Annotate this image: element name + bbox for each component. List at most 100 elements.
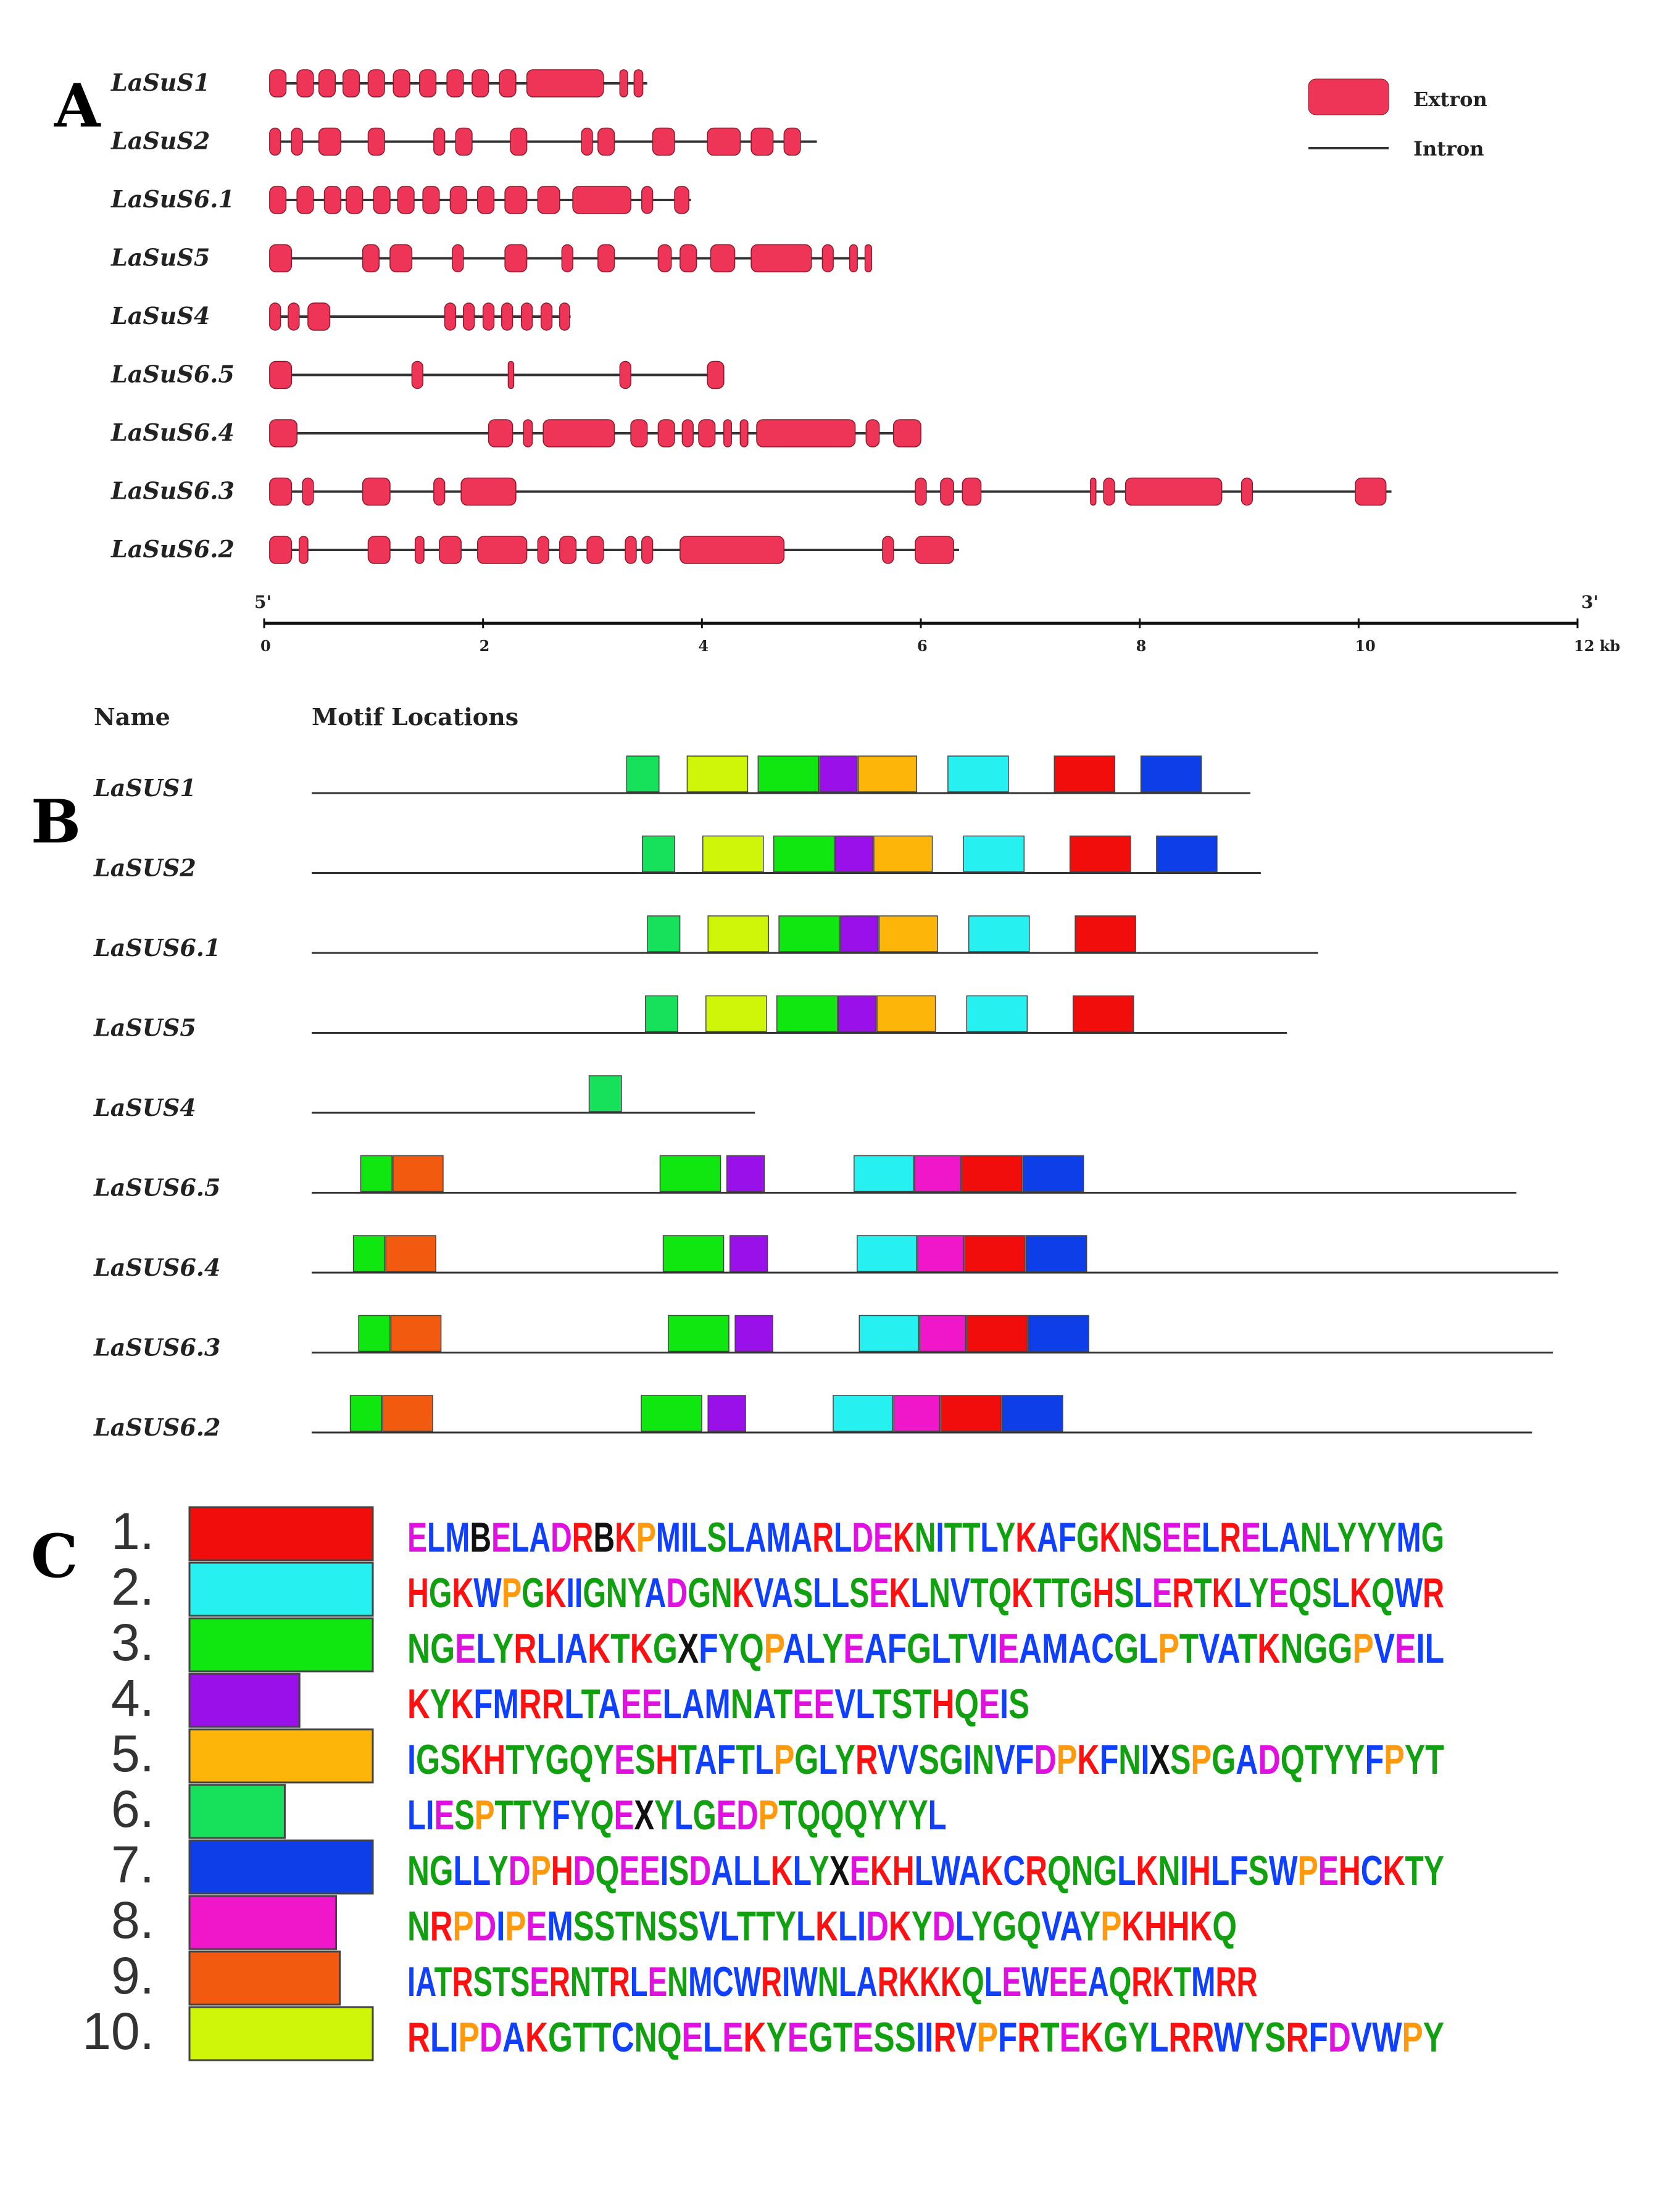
motif-logo-sequence: KYKFMRRLTAEELAMNATEEVLTSTHQEIS [407, 1681, 1029, 1728]
exon-block [499, 69, 517, 98]
protein-name: LaSUS5 [93, 1014, 196, 1042]
exon-block [849, 244, 858, 273]
motif-box-8 [914, 1155, 961, 1192]
motif-name-header: Name [94, 703, 170, 731]
exon-block [1241, 477, 1253, 506]
exon-block [296, 69, 314, 98]
exon-block [510, 127, 528, 156]
axis-3prime: 3' [1581, 592, 1598, 612]
gene-name: LaSuS6.2 [110, 535, 235, 563]
exon-block [269, 302, 281, 331]
motif-logo-sequence: RLIPDAKGTTCNQELEKYEGTESSIIRVPFRTEKGYLRRW… [407, 2014, 1444, 2061]
exon-block [477, 186, 495, 214]
motif-box-5 [878, 915, 938, 952]
motif-legend-row: 7. NGLLYDPHDQEEISDALLKLYXEKHLWAKCRQNGLKNI… [111, 1836, 1444, 1895]
exon-block [641, 536, 654, 564]
exon-block [572, 186, 631, 214]
exon-block [707, 360, 725, 389]
exon-block [561, 244, 573, 273]
motif-legend-row: 4. KYKFMRRLTAEELAMNATEEVLTSTHQEIS [111, 1669, 1029, 1728]
motif-row: LaSUS6.2 [93, 1395, 1532, 1441]
gene-row: LaSuS6.2 [110, 535, 960, 564]
exon-block [1090, 477, 1097, 506]
gene-row: LaSuS6.4 [110, 418, 921, 447]
motif-box-2 [968, 915, 1030, 952]
exon-block [444, 302, 457, 331]
gene-row: LaSuS4 [110, 302, 571, 331]
motif-locations: LaSUS1 LaSUS2 LaSUS6.1 LaSUS5 LaSUS4 LaSUS6.5… [93, 755, 1558, 1441]
motif-box-1 [961, 1155, 1023, 1192]
motif-legend-row: 9. IATRSTSERNTRLENMCWRIWNLARKKKQLEWEEAQRK… [111, 1947, 1258, 2006]
motif-box-4 [734, 1315, 773, 1352]
exon-block [419, 69, 437, 98]
exon-block [269, 360, 293, 389]
exon-block [681, 419, 694, 447]
motif-box-1 [964, 1235, 1026, 1272]
exon-block [373, 186, 391, 214]
motif-box-7 [1156, 835, 1218, 873]
motif-box-7 [1028, 1315, 1089, 1352]
exon-block [882, 536, 894, 564]
motif-box-3 [668, 1315, 730, 1352]
motif-box-3 [360, 1155, 393, 1192]
exon-block [783, 127, 801, 156]
motif-locations-header: Motif Locations [312, 703, 518, 731]
motif-box-3 [659, 1155, 721, 1192]
kb-axis: 5' 3' 0 2 4 6 8 10 12 kb [254, 592, 1620, 655]
exon-block [750, 127, 774, 156]
exon-block [446, 69, 464, 98]
motif-box-3 [757, 755, 820, 792]
motif-box-4 [838, 995, 877, 1033]
legend-exon-label: Extron [1413, 88, 1487, 111]
exon-block [750, 244, 812, 273]
axis-5prime: 5' [254, 592, 272, 612]
axis-tick-label: 10 [1355, 637, 1375, 655]
exon-block [674, 186, 689, 214]
motif-legend-row: 8. NRPDIPEMSSTNSSVLTTYLKLIDKYDLYGQVAYPKHH… [111, 1891, 1237, 1950]
exon-block [504, 244, 528, 273]
axis-tick-label: 0 [260, 637, 271, 655]
gene-name: LaSuS2 [110, 127, 210, 155]
motif-box-7 [1140, 755, 1202, 792]
protein-name: LaSUS2 [93, 854, 196, 882]
exon-block [865, 419, 880, 447]
motif-row: LaSUS2 [93, 835, 1261, 882]
motif-number: 6. [111, 1780, 154, 1838]
exon-block [269, 186, 287, 214]
exon-block [323, 186, 341, 214]
exon-block [504, 186, 528, 214]
motif-row: LaSUS5 [93, 995, 1287, 1042]
exon-block [586, 536, 604, 564]
gene-row: LaSuS6.5 [110, 360, 725, 389]
motif-box-1 [1054, 755, 1116, 792]
exon-block [540, 302, 553, 331]
exon-block [633, 69, 644, 98]
gene-name: LaSuS4 [110, 302, 210, 330]
motif-legend-row: 1. ELMBELADRBKPMILSLAMARLDEKNITTLYKAFGKNS… [111, 1502, 1444, 1561]
panel-label-a: A [54, 71, 101, 141]
motif-box-1 [1075, 915, 1136, 952]
motif-box-3 [349, 1395, 382, 1432]
motif-logo-sequence: ELMBELADRBKPMILSLAMARLDEKNITTLYKAFGKNSEE… [407, 1514, 1444, 1561]
exon-block [455, 127, 473, 156]
motif-box-3 [352, 1235, 386, 1272]
protein-name: LaSUS4 [93, 1094, 196, 1121]
motif-logo-sequence: IATRSTSERNTRLENMCWRIWNLARKKKQLEWEEAQRKTM… [407, 1958, 1258, 2005]
exon-block [318, 69, 336, 98]
exon-block [915, 536, 954, 564]
exon-block [362, 477, 391, 506]
exon-block [520, 302, 533, 331]
motif-row: LaSUS6.4 [93, 1235, 1558, 1281]
motif-box-9 [385, 1235, 436, 1272]
motif-box-5 [857, 755, 917, 792]
motif-number: 1. [111, 1502, 154, 1560]
motif-legend-row: 2. HGKWPGKIIGNYADGNKVASLLSEKLNVTQKTTGHSLE… [111, 1558, 1444, 1617]
motif-legend-row: 3. NGELYRLIAKTKGXFYQPALYEAFGLTVIEAMACGLPT… [111, 1613, 1444, 1673]
exon-block [438, 536, 462, 564]
panel-label-c: C [31, 1521, 78, 1591]
motif-box-3 [776, 995, 838, 1033]
motif-color-box [188, 1950, 341, 2006]
motif-box-2 [947, 755, 1009, 792]
motif-box-5 [876, 995, 936, 1033]
exon-block [543, 419, 615, 447]
